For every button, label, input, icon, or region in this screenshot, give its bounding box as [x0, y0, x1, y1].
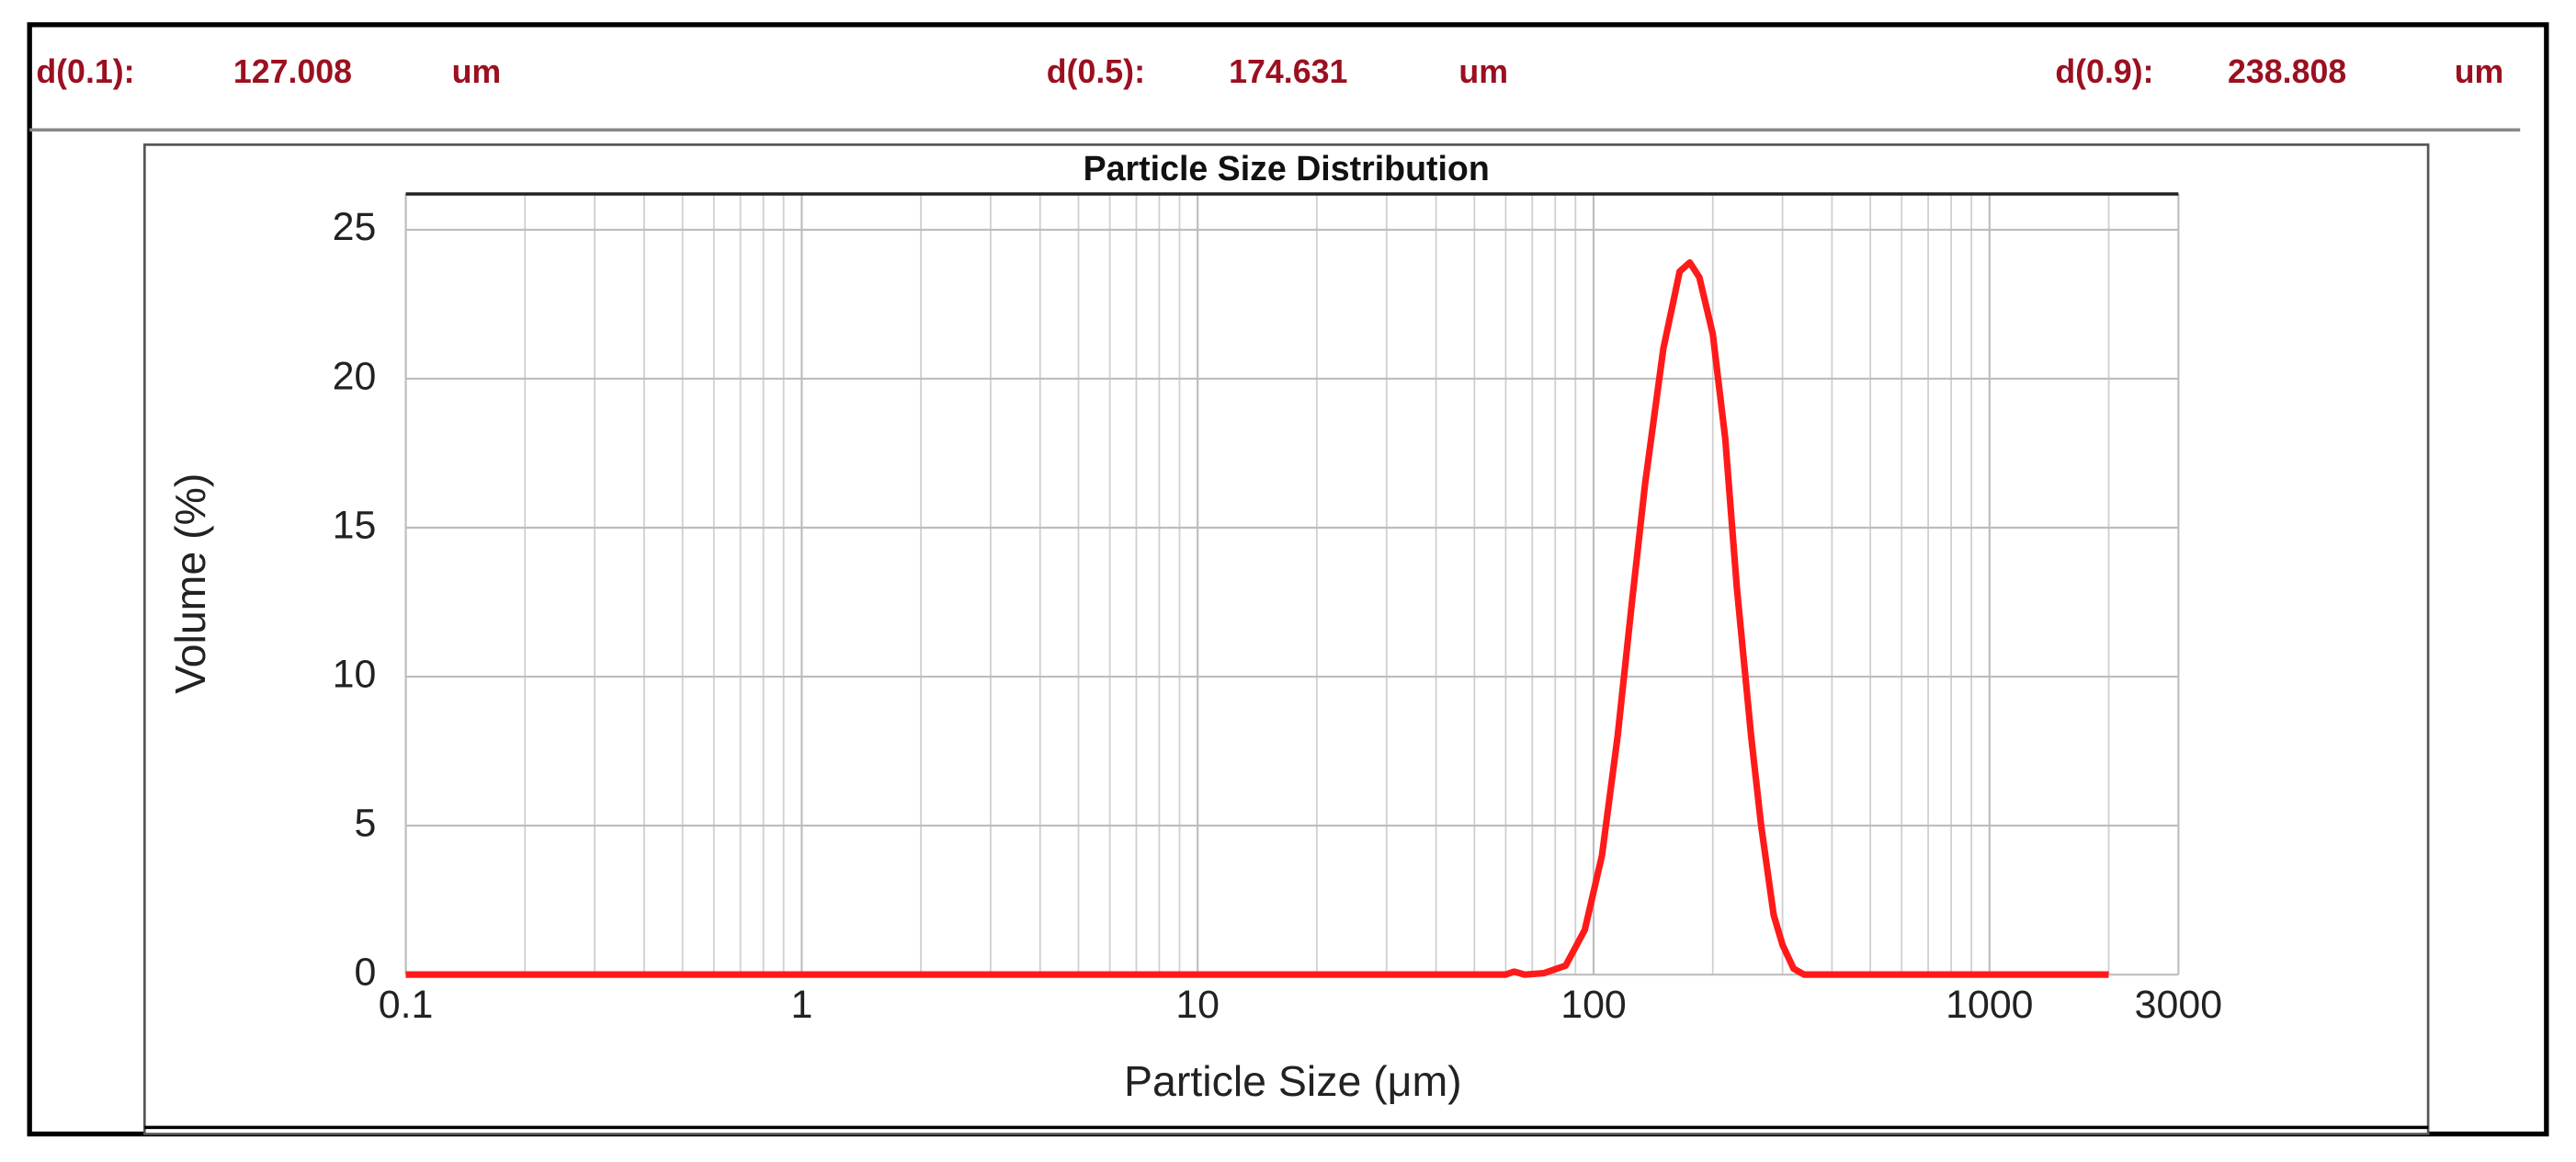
stat-label: d(0.1):: [36, 53, 134, 90]
x-tick-label: 1: [790, 983, 812, 1027]
y-tick-label: 5: [355, 801, 377, 845]
chart-panel: [142, 143, 2430, 1135]
x-tick-label: 100: [1560, 983, 1627, 1027]
x-axis-label: Particle Size (μm): [1124, 1057, 1462, 1105]
stat-label: d(0.5):: [1047, 53, 1145, 90]
stat-label: d(0.9):: [2055, 53, 2153, 90]
x-tick-label: 3000: [2135, 983, 2222, 1027]
y-tick-label: 20: [333, 354, 377, 398]
y-axis-label: Volume (%): [166, 473, 214, 694]
y-tick-label: 10: [333, 652, 377, 696]
stat-unit: um: [452, 53, 502, 90]
y-tick-label: 15: [333, 503, 377, 547]
x-tick-label: 10: [1175, 983, 1220, 1027]
x-tick-label: 1000: [1946, 983, 2033, 1027]
stat-unit: um: [1458, 53, 1508, 90]
stat-value: 174.631: [1229, 53, 1347, 90]
y-tick-label: 25: [333, 205, 377, 249]
data-line: [405, 258, 2109, 978]
chart-title: Particle Size Distribution: [1084, 149, 1490, 188]
x-tick-label: 0.1: [379, 983, 434, 1027]
stat-value: 238.808: [2228, 53, 2346, 90]
y-tick-label: 0: [355, 950, 377, 994]
stat-value: 127.008: [233, 53, 352, 90]
stat-unit: um: [2455, 53, 2504, 90]
